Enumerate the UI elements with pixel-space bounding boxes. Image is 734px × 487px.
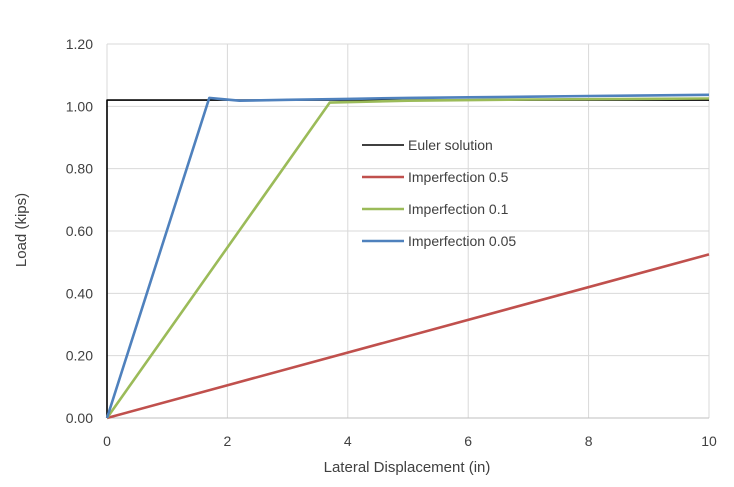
y-tick-label: 1.20 bbox=[66, 36, 93, 52]
legend: Euler solution Imperfection 0.5 Imperfecti… bbox=[362, 137, 516, 249]
series-lines bbox=[105, 93, 710, 420]
y-tick-label: 0.80 bbox=[66, 161, 93, 177]
x-tick-label: 0 bbox=[103, 433, 111, 449]
tick-labels: 0.00 0.20 0.40 0.60 0.80 1.00 1.20 0 2 4 6 8 10 bbox=[66, 36, 717, 449]
x-axis-title: Lateral Displacement (in) bbox=[324, 459, 491, 476]
series-line-1 bbox=[106, 253, 710, 420]
y-tick-label: 1.00 bbox=[66, 98, 93, 114]
legend-label: Imperfection 0.1 bbox=[408, 201, 509, 217]
y-axis-title: Load (kips) bbox=[13, 193, 30, 267]
y-tick-label: 0.40 bbox=[66, 285, 93, 301]
series-line-2 bbox=[105, 97, 710, 419]
legend-label: Euler solution bbox=[408, 137, 493, 153]
series-line-3 bbox=[105, 93, 710, 419]
x-tick-label: 2 bbox=[224, 433, 232, 449]
legend-label: Imperfection 0.05 bbox=[408, 233, 516, 249]
y-tick-label: 0.20 bbox=[66, 348, 93, 364]
y-tick-label: 0.00 bbox=[66, 410, 93, 426]
y-tick-label: 0.60 bbox=[66, 223, 93, 239]
x-tick-label: 4 bbox=[344, 433, 352, 449]
legend-label: Imperfection 0.5 bbox=[408, 169, 509, 185]
x-tick-label: 8 bbox=[585, 433, 593, 449]
x-tick-label: 6 bbox=[464, 433, 472, 449]
x-tick-label: 10 bbox=[701, 433, 717, 449]
